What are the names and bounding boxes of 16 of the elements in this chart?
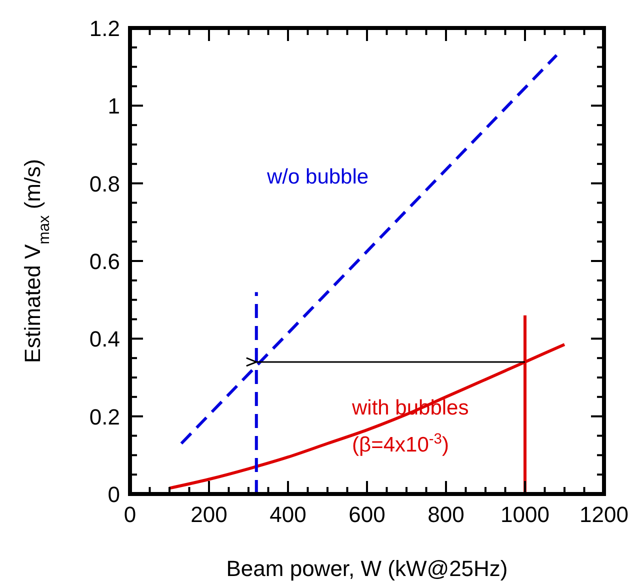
x-tick-label: 400 (270, 502, 306, 527)
y-tick-label: 0.8 (89, 171, 120, 196)
y-tick-label: 0.4 (89, 326, 120, 352)
y-tick-label: 0 (108, 482, 120, 507)
x-tick-label: 1000 (500, 502, 550, 527)
x-tick-label: 200 (190, 502, 228, 527)
x-tick-label: 800 (428, 502, 464, 527)
y-tick-label: 1 (108, 94, 120, 119)
x-axis-title: Beam power, W (kW@25Hz) (226, 556, 508, 581)
text: w/o bubble (266, 165, 369, 188)
x-tick-label: 600 (348, 502, 386, 527)
y-tick-label: 0.2 (89, 404, 120, 430)
y-tick-label: 1.2 (89, 16, 120, 41)
x-tick-label: 1200 (580, 502, 628, 527)
x-tick-label: 0 (124, 502, 136, 527)
y-tick-label: 0.6 (89, 249, 120, 274)
